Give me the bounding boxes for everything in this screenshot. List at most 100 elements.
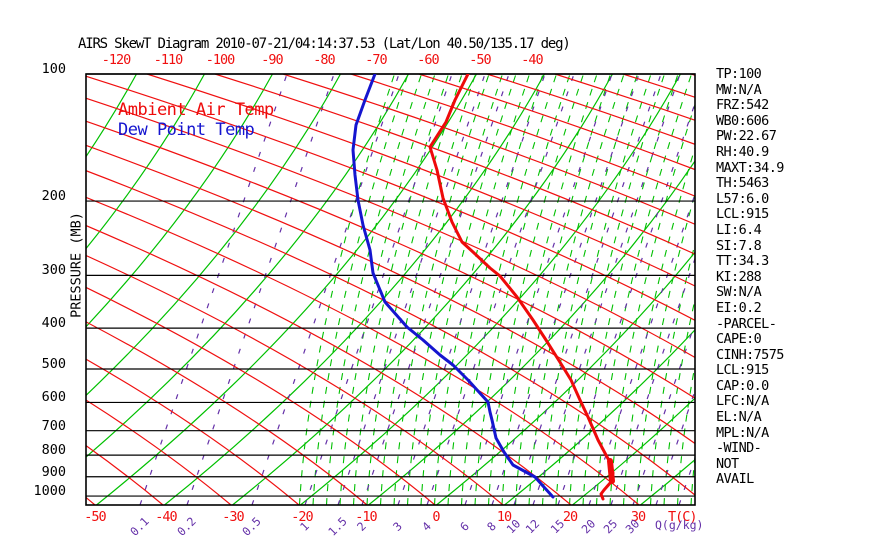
- moist-adiabat-line: [609, 102, 695, 505]
- pressure-tick-label: 300: [41, 262, 66, 279]
- stat-line: WB0:606: [716, 112, 769, 129]
- bottom-temp-tick-label: -20: [291, 509, 313, 525]
- pressure-tick-label: 800: [41, 442, 66, 459]
- stat-line: LCL:915: [716, 362, 769, 379]
- stat-line: PW:22.67: [716, 128, 777, 145]
- isotherm-line: [436, 251, 695, 505]
- bottom-temp-tick-label: 10: [496, 509, 512, 525]
- stat-line: MPL:N/A: [716, 424, 769, 441]
- top-temp-tick-label: -90: [261, 52, 283, 68]
- mixing-ratio-line: [139, 74, 288, 505]
- mixing-ratio-line: [426, 74, 575, 505]
- legend-dew-point-temp: Dew Point Temp: [118, 120, 255, 140]
- mixing-ratio-line: [532, 74, 681, 505]
- ambient-temp-curve-bulge: [607, 458, 615, 484]
- isotherm-line: [300, 74, 682, 505]
- stat-line: EL:N/A: [716, 409, 762, 426]
- moist-adiabat-line: [622, 146, 695, 505]
- top-temp-tick-label: -100: [205, 52, 235, 68]
- dry-adiabat-line: [86, 170, 695, 496]
- isotherm-line: [368, 159, 695, 505]
- bottom-temp-tick-label: -40: [155, 509, 177, 525]
- moist-adiabat-line: [406, 74, 504, 505]
- moist-adiabat-line: [528, 74, 625, 505]
- moist-adiabat-line: [366, 74, 463, 505]
- dry-adiabat-line: [86, 75, 695, 321]
- moist-adiabat-line: [474, 74, 571, 505]
- stat-line: LI:6.4: [716, 221, 762, 238]
- stat-line: RH:40.9: [716, 143, 769, 160]
- stat-line: TT:34.3: [716, 253, 769, 270]
- isotherm-line: [86, 74, 274, 328]
- dry-adiabat-line: [86, 321, 368, 505]
- mixing-ratio-unit-label: Q(g/kg): [655, 518, 704, 532]
- stat-line: TH:5463: [716, 175, 769, 192]
- dry-adiabat-line: [486, 74, 695, 145]
- pressure-tick-label: 400: [41, 315, 66, 332]
- isotherm-line: [164, 74, 546, 505]
- stat-line: -WIND-: [716, 440, 762, 457]
- dry-adiabat-line: [214, 74, 695, 255]
- stat-line: SW:N/A: [716, 284, 762, 301]
- dry-adiabat-line: [86, 224, 572, 505]
- pressure-tick-label: 600: [41, 389, 66, 406]
- moist-adiabat-line: [433, 74, 531, 505]
- stat-line: KI:288: [716, 268, 762, 285]
- dry-adiabat-line: [86, 399, 232, 505]
- top-temp-tick-label: -50: [469, 52, 491, 68]
- stat-line: L57:6.0: [716, 190, 769, 207]
- mixing-ratio-line: [186, 74, 335, 505]
- plot-border: [85, 73, 696, 506]
- moist-adiabat-line: [420, 74, 517, 505]
- bottom-temp-tick-label: -30: [222, 509, 244, 525]
- moist-adiabat-line: [582, 74, 679, 505]
- grid-lines: [86, 74, 695, 505]
- bottom-temp-tick-label: 20: [562, 509, 578, 525]
- stat-line: MAXT:34.9: [716, 159, 784, 176]
- stat-line: AVAIL: [716, 471, 754, 488]
- isotherm-line: [86, 74, 342, 397]
- pressure-tick-label: 200: [41, 188, 66, 205]
- stat-line: MW:N/A: [716, 81, 762, 98]
- isotherm-line: [86, 74, 138, 158]
- stat-line: EI:0.2: [716, 299, 762, 316]
- moist-adiabat-line: [447, 74, 544, 505]
- stat-line: FRZ:542: [716, 97, 769, 114]
- moist-adiabat-line: [393, 74, 490, 505]
- moist-adiabat-line: [487, 74, 585, 505]
- bottom-temp-tick-label: 0: [432, 509, 440, 525]
- moist-adiabat-line: [325, 74, 423, 505]
- stat-line: NOT: [716, 455, 739, 472]
- isotherm-line: [232, 74, 614, 505]
- moist-adiabat-line: [379, 74, 477, 505]
- stats-column: TP:100 MW:N/A FRZ:542 WB0:606 PW:22.67 RH:40.…: [716, 66, 784, 488]
- stat-line: -PARCEL-: [716, 315, 777, 332]
- moist-adiabat-line: [312, 74, 409, 505]
- moist-adiabat-line: [541, 74, 639, 505]
- moist-adiabat-line: [514, 74, 612, 505]
- top-temp-tick-label: -120: [101, 52, 131, 68]
- moist-adiabat-line: [352, 74, 450, 505]
- pressure-tick-label: 700: [41, 417, 66, 434]
- bottom-temp-tick-label: -10: [355, 509, 377, 525]
- mixing-ratio-line: [361, 74, 510, 505]
- isotherm-line: [86, 74, 410, 458]
- mixing-ratio-line: [397, 74, 546, 505]
- mixing-ratio-line: [337, 74, 486, 505]
- dry-adiabat-line: [350, 74, 695, 197]
- mixing-ratio-line: [464, 74, 613, 505]
- pressure-tick-label: 500: [41, 356, 66, 372]
- dry-adiabat-line: [86, 196, 640, 505]
- mixing-ratio-line: [588, 192, 695, 505]
- mixing-ratio-line: [513, 74, 662, 505]
- moist-adiabat-line: [636, 192, 695, 505]
- isotherm-line: [96, 74, 478, 505]
- stat-line: CAPE:0: [716, 331, 762, 348]
- top-temp-tick-label: -70: [365, 52, 387, 68]
- mixing-ratio-line: [557, 101, 695, 505]
- moist-adiabat-line: [595, 74, 693, 505]
- moist-adiabat-line: [555, 74, 652, 505]
- moist-adiabat-line: [663, 297, 695, 505]
- dry-adiabat-line: [146, 74, 695, 287]
